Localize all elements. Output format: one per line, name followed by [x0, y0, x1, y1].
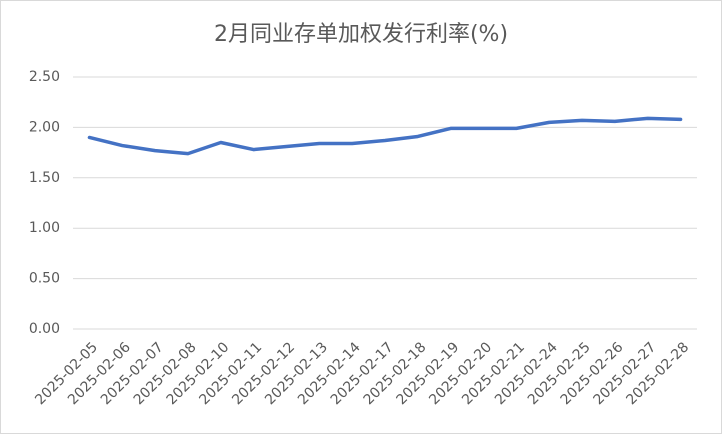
y-tick-label: 2.00 [29, 119, 60, 135]
chart-title: 2月同业存单加权发行利率(%) [214, 22, 508, 47]
y-tick-label: 0.00 [29, 321, 60, 337]
data-line [87, 116, 683, 156]
y-tick-label: 2.50 [29, 69, 60, 85]
y-tick-label: 1.00 [29, 220, 60, 236]
y-tick-label: 0.50 [29, 271, 60, 287]
y-tick-label: 1.50 [29, 170, 60, 186]
